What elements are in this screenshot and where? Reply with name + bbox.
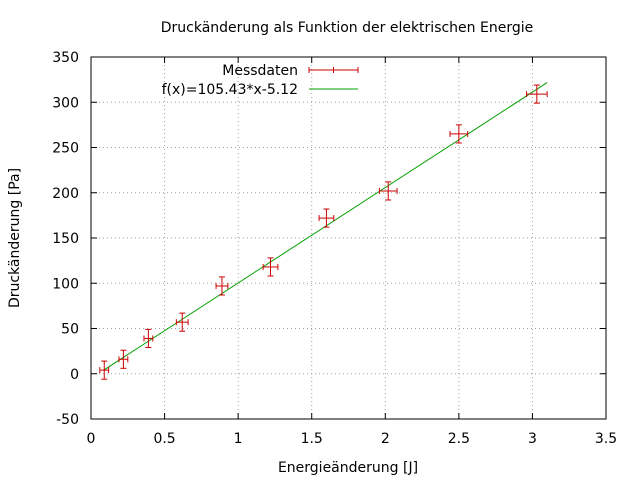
y-tick-label: 0 [70, 367, 79, 383]
x-tick-labels: 0 0.5 1 1.5 2 2.5 3 3.5 [87, 431, 618, 447]
data-point [143, 328, 154, 349]
data-points-layer [99, 84, 548, 380]
y-tick-label: 200 [52, 186, 79, 202]
x-tick-label: 2.5 [448, 431, 470, 447]
data-point [378, 181, 398, 201]
data-point [175, 312, 189, 332]
y-tick-label: 50 [61, 322, 79, 338]
x-axis-label: Energieänderung [J] [278, 460, 418, 476]
y-tick-labels: -50 0 50 100 150 200 250 300 350 [52, 50, 79, 428]
grid-lines [91, 57, 606, 419]
plot-frame [90, 56, 607, 420]
x-tick-label: 1 [234, 431, 243, 447]
x-tick-label: 0 [87, 431, 96, 447]
y-tick-label: 150 [52, 231, 79, 247]
data-point [526, 84, 548, 104]
x-tick-label: 1.5 [301, 431, 323, 447]
y-tick-label: 250 [52, 141, 79, 157]
y-tick-label: 350 [52, 50, 79, 66]
data-point [118, 349, 129, 369]
legend-label-messdaten: Messdaten [222, 63, 298, 79]
y-axis-label: Druckänderung [Pa] [7, 168, 23, 308]
legend: Messdaten f(x)=105.43*x-5.12 [162, 63, 359, 98]
x-tick-label: 3.5 [595, 431, 617, 447]
data-point [99, 360, 110, 380]
data-point [318, 208, 335, 228]
fit-line [103, 82, 548, 371]
data-point [262, 257, 279, 277]
data-point [215, 276, 229, 296]
y-tick-label: -50 [56, 412, 79, 428]
x-tick-label: 3 [528, 431, 537, 447]
data-point [449, 124, 469, 144]
x-tick-label: 2 [381, 431, 390, 447]
y-tick-label: 300 [52, 95, 79, 111]
axis-ticks [90, 56, 607, 420]
legend-sample-messdaten [308, 67, 359, 73]
chart-title: Druckänderung als Funktion der elektrisc… [161, 20, 533, 36]
y-tick-label: 100 [52, 276, 79, 292]
legend-label-fit: f(x)=105.43*x-5.12 [162, 82, 298, 98]
fit-line-layer [103, 82, 548, 371]
x-tick-label: 0.5 [153, 431, 175, 447]
